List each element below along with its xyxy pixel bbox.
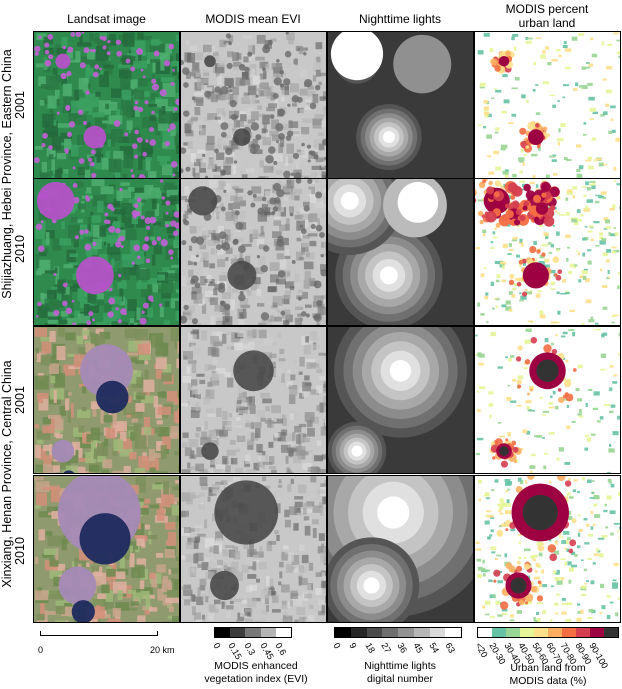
urban-panel-row2 xyxy=(474,178,621,326)
header-urban: MODIS percent urban land xyxy=(474,2,620,30)
evi-panel-row4 xyxy=(180,475,327,623)
legend-swatch xyxy=(350,628,367,637)
row-year-2001-b: 2001 xyxy=(13,386,27,414)
scalebar-line xyxy=(40,635,158,636)
legend-swatch xyxy=(562,628,576,637)
urban-panel-row1 xyxy=(474,31,621,179)
legend-tick-label: 9 xyxy=(347,641,359,651)
legend-swatch xyxy=(492,628,506,637)
landsat-panel-row2 xyxy=(33,178,180,326)
header-landsat: Landsat image xyxy=(67,12,146,26)
evi-panel-row3 xyxy=(180,326,327,474)
urban-legend-title-line1: Urban land from xyxy=(510,662,586,674)
legend-swatch xyxy=(478,628,492,637)
legend-swatch xyxy=(576,628,590,637)
legend-swatch xyxy=(520,628,534,637)
legend-swatch xyxy=(429,628,446,637)
legend-tick-label: 0 xyxy=(211,641,223,651)
lights-panel-row4 xyxy=(327,475,474,623)
legend-swatch xyxy=(590,628,604,637)
legend-tick-label: 0.6 xyxy=(273,641,289,657)
lights-legend-title: Nighttime lights digital number xyxy=(330,660,470,686)
evi-panel-row1 xyxy=(180,31,327,179)
legend-tick-label: 0.3 xyxy=(242,641,258,657)
legend-swatch xyxy=(506,628,520,637)
legend-tick-label: 18 xyxy=(363,641,378,655)
legend-tick-label: <20 xyxy=(473,641,490,660)
header-urban-line2: urban land xyxy=(518,16,576,30)
scalebar-tick-left xyxy=(40,631,41,636)
legend-swatch xyxy=(215,628,231,637)
legend-swatch xyxy=(260,628,276,637)
scalebar xyxy=(40,630,160,640)
row-year-2001-a: 2001 xyxy=(13,91,27,119)
legend-tick-label: 45 xyxy=(411,641,426,655)
legend-swatch xyxy=(382,628,398,637)
legend-tick-label: 36 xyxy=(395,641,410,655)
legend-swatch xyxy=(366,628,383,637)
legend-swatch xyxy=(245,628,261,637)
evi-legend-bar xyxy=(214,627,292,638)
legend-tick-label: 0.15 xyxy=(226,641,245,662)
row-year-2010-a: 2010 xyxy=(13,235,27,263)
legend-tick-label: 63 xyxy=(443,641,458,655)
scalebar-start: 0 xyxy=(38,645,44,655)
legend-swatch xyxy=(398,628,414,637)
legend-swatch xyxy=(548,628,562,637)
row-label-shijiazhuang: Shijiazhuang, Hebei Province, Eastern Ch… xyxy=(0,49,14,299)
evi-panel-row2 xyxy=(180,178,327,326)
evi-legend-title: MODIS enhanced vegetation index (EVI) xyxy=(186,660,326,686)
urban-legend-title-line2: MODIS data (%) xyxy=(509,675,587,687)
legend-swatch xyxy=(445,628,461,637)
urban-legend-title: Urban land from MODIS data (%) xyxy=(478,662,618,688)
lights-panel-row1 xyxy=(327,31,474,179)
scalebar-tick-right xyxy=(157,631,158,636)
scalebar-end: 20 km xyxy=(150,645,175,655)
urban-panel-row3 xyxy=(474,326,621,474)
evi-legend-title-line2: vegetation index (EVI) xyxy=(204,673,308,685)
legend-swatch xyxy=(230,628,246,637)
lights-panel-row3 xyxy=(327,326,474,474)
legend-tick-label: 27 xyxy=(379,641,394,655)
lights-legend-title-line1: Nighttime lights xyxy=(364,660,436,672)
legend-swatch xyxy=(275,628,292,637)
header-evi: MODIS mean EVI xyxy=(205,12,301,26)
landsat-panel-row3 xyxy=(33,326,180,474)
lights-panel-row2 xyxy=(327,178,474,326)
row-label-xinxiang: Xinxiang, Henan Province, Central China xyxy=(0,360,14,588)
lights-legend-bar xyxy=(334,627,462,638)
landsat-panel-row1 xyxy=(33,31,180,179)
urban-panel-row4 xyxy=(474,475,621,623)
landsat-panel-row4 xyxy=(33,475,180,623)
header-lights: Nighttime lights xyxy=(358,12,442,26)
legend-swatch xyxy=(604,628,618,637)
row-year-2010-b: 2010 xyxy=(13,537,27,565)
header-urban-line1: MODIS percent xyxy=(505,2,589,16)
legend-tick-label: 54 xyxy=(427,641,442,655)
legend-swatch xyxy=(534,628,548,637)
urban-legend-bar xyxy=(477,627,619,638)
evi-legend-title-line1: MODIS enhanced xyxy=(214,660,298,672)
legend-tick-label: 0.45 xyxy=(257,641,276,662)
lights-legend-title-line2: digital number xyxy=(367,673,433,685)
legend-tick-label: 0 xyxy=(331,641,343,651)
legend-swatch xyxy=(413,628,430,637)
legend-swatch xyxy=(335,628,351,637)
